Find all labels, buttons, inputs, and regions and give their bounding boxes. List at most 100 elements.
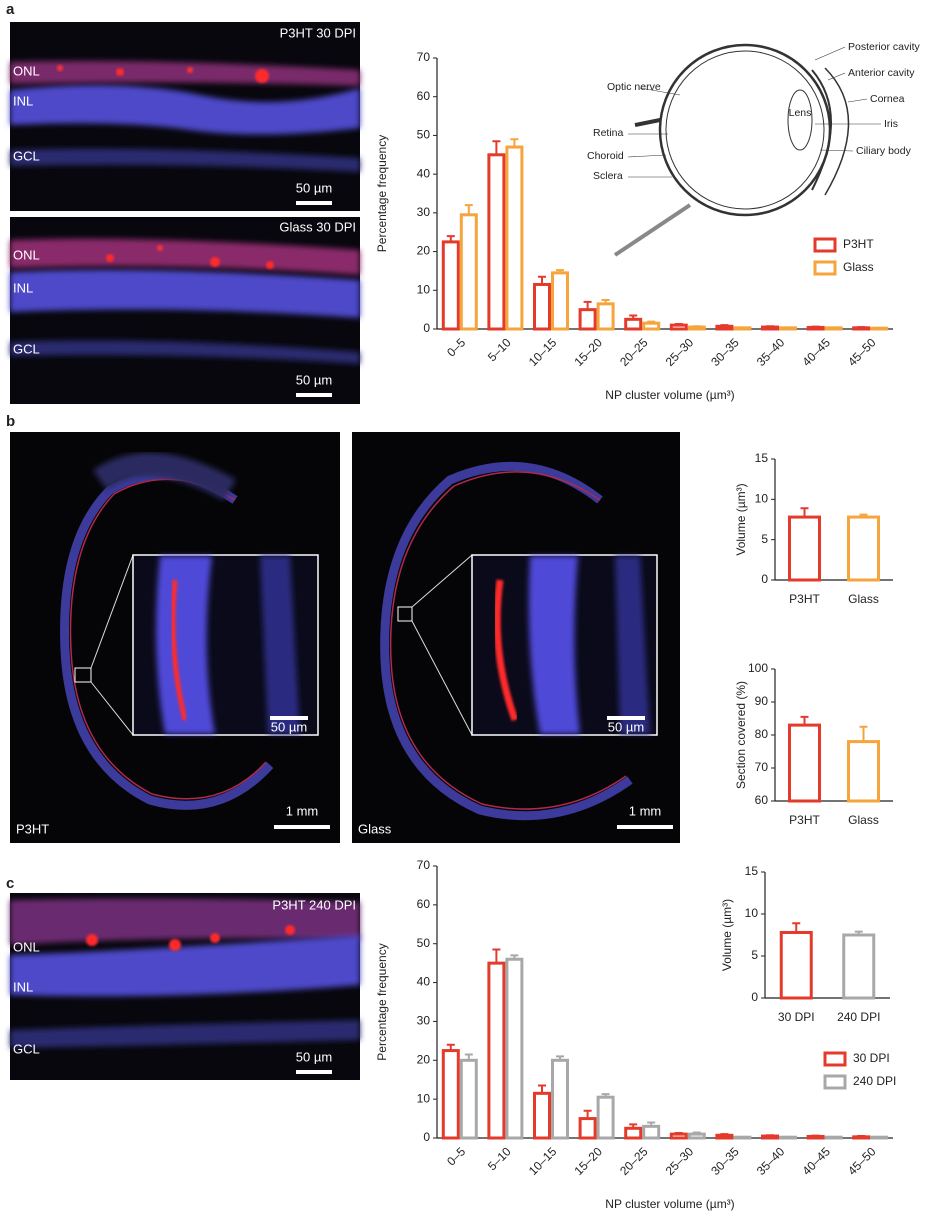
y-axis-label: Volume (µm³) [734,483,748,555]
bar [624,317,643,331]
bar [596,302,615,331]
error-bar [720,1133,729,1136]
y-tick-label: 20 [417,244,431,258]
bar [687,1132,706,1140]
annotation: Lens [789,107,812,119]
y-tick-label: 70 [417,50,431,64]
y-tick-label: 60 [417,897,431,911]
layer-label: INL [13,93,33,108]
error-bar [446,1043,455,1051]
bar [459,1058,478,1140]
bar [669,323,688,331]
scale-bar-label: 50 µm [296,372,332,387]
micrograph [10,217,360,404]
scale-bar-label: 50 µm [296,1049,332,1064]
bar [788,515,821,582]
y-tick-label: 0 [751,990,758,1004]
y-axis-label: Percentage frequency [375,943,389,1060]
bar [487,153,506,331]
x-tick-label: 35–40 [754,335,788,369]
y-tick-label: 50 [417,936,431,950]
error-bar [464,1053,473,1061]
x-tick-label: 0–5 [444,1144,468,1168]
y-tick-label: 30 [417,205,431,219]
y-tick-label: 10 [745,906,759,920]
layer-label: ONL [13,63,40,78]
x-tick-label: 0–5 [444,335,468,359]
bar [847,515,880,582]
bar [578,308,597,331]
bar [761,325,779,331]
error-bar [583,300,592,310]
legend-label: 240 DPI [853,1074,896,1088]
error-bar [601,298,610,304]
x-tick-label: 35–40 [754,1144,788,1178]
legend-swatch [823,1051,847,1067]
layer-label: ONL [13,939,40,954]
panel-label: a [6,1,15,18]
x-tick-label: 15–20 [571,1144,605,1178]
y-tick-label: 10 [417,282,431,296]
y-tick-label: 100 [748,661,768,675]
error-bar [647,320,656,324]
bar [788,723,821,803]
y-axis-label: Section covered (%) [734,681,748,789]
bar [779,930,813,1000]
bar [505,957,524,1140]
error-bar [446,235,455,242]
error-bar [857,326,866,329]
scale-bar-label: 50 µm [296,180,332,195]
bar [578,1117,597,1140]
error-bar [674,322,683,326]
y-tick-label: 90 [755,694,769,708]
scale-bar-label: 50 µm [608,719,644,734]
image-title: Glass 30 DPI [279,219,356,234]
error-bar [629,1123,638,1129]
layer-label: INL [13,280,33,295]
error-bar [854,930,863,935]
error-bar [538,1084,546,1094]
error-bar [464,204,473,215]
error-bar [811,1134,820,1137]
eye-diagram [613,43,881,257]
error-bar [792,922,801,933]
bar [487,961,506,1140]
bar [505,145,524,331]
error-bar [647,1121,656,1127]
x-tick-label: 10–15 [526,1144,560,1178]
legend-swatch [823,1074,847,1090]
x-tick-label: 45–50 [845,1144,879,1178]
error-bar [556,1055,564,1061]
y-tick-label: 40 [417,166,431,180]
x-tick-label: 30–35 [708,1144,742,1178]
error-bar [510,954,519,960]
x-tick-label: P3HT [789,592,820,606]
bar [669,1132,688,1140]
bar [441,240,460,331]
layer-label: ONL [13,247,40,262]
y-tick-label: 40 [417,975,431,989]
error-bar [538,275,546,285]
bar [551,1058,569,1140]
annotation: Posterior cavity [848,41,921,53]
bar [441,1049,460,1140]
error-bar [766,1134,774,1137]
bar [642,321,661,331]
annotation: Iris [884,118,898,130]
y-tick-label: 50 [417,128,431,142]
scale-bar-label: 1 mm [629,803,662,818]
bar [596,1095,615,1140]
annotation: Ciliary body [856,145,912,157]
image-title: P3HT 30 DPI [280,25,356,40]
x-tick-label: 25–30 [663,1144,697,1178]
bar [642,1124,661,1140]
error-bar [692,1131,701,1135]
error-bar [492,948,501,964]
image-title: P3HT 240 DPI [272,897,356,912]
error-bar [629,314,638,320]
bar [459,213,478,331]
bar [806,325,825,331]
y-tick-label: 5 [751,948,758,962]
x-axis-label: NP cluster volume (µm³) [605,1197,734,1211]
y-tick-label: 0 [423,321,430,335]
